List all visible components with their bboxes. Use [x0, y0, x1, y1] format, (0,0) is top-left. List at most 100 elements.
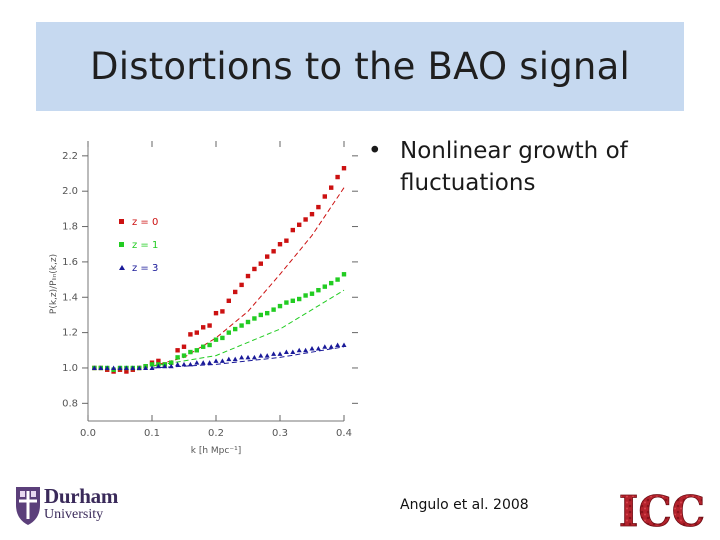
legend-label: z = 3	[132, 263, 158, 274]
data-point	[187, 361, 193, 367]
x-axis-label: k [h Mpc⁻¹]	[191, 446, 241, 456]
data-point	[149, 365, 155, 370]
data-point	[213, 310, 219, 316]
data-point	[329, 280, 334, 286]
legend-marker	[119, 242, 124, 247]
data-point	[91, 365, 97, 370]
y-tick-label: 1.0	[62, 363, 78, 374]
data-point	[207, 323, 212, 328]
title-bar: Distortions to the BAO signal	[36, 22, 684, 111]
data-point	[277, 242, 283, 247]
data-point	[220, 335, 225, 341]
icc-logo: ICC	[618, 487, 706, 532]
data-point	[322, 284, 327, 289]
y-tick-label: 2.2	[62, 151, 78, 162]
data-point	[322, 344, 328, 349]
data-point	[297, 296, 302, 302]
data-point	[322, 194, 327, 199]
legend-label: z = 0	[132, 217, 158, 228]
data-point	[290, 349, 296, 355]
data-point	[335, 174, 340, 180]
durham-subname: University	[44, 507, 104, 522]
data-point	[233, 289, 238, 295]
data-point	[245, 273, 251, 279]
data-point	[271, 249, 276, 254]
data-point	[207, 360, 213, 365]
data-point	[181, 344, 187, 349]
data-point	[155, 363, 161, 369]
data-point	[251, 354, 257, 360]
data-point	[309, 346, 315, 351]
slide-title: Distortions to the BAO signal	[90, 45, 630, 88]
data-point	[277, 351, 283, 356]
data-point	[175, 348, 180, 353]
data-point	[175, 361, 181, 367]
data-point	[111, 365, 117, 370]
bullet-list: • Nonlinear growth of fluctuations	[368, 135, 688, 199]
data-point	[284, 238, 289, 243]
data-point	[233, 326, 238, 332]
data-point	[136, 365, 142, 370]
data-point	[252, 316, 257, 321]
data-point	[226, 298, 231, 303]
x-tick-label: 0.4	[336, 428, 352, 439]
data-point	[200, 360, 206, 365]
data-point	[201, 344, 206, 349]
data-point	[277, 303, 283, 309]
x-tick-label: 0.1	[144, 428, 160, 439]
data-point	[130, 365, 136, 370]
data-point	[239, 354, 245, 360]
data-point	[143, 365, 149, 370]
data-point	[104, 365, 110, 370]
data-point	[226, 356, 232, 362]
data-point	[162, 363, 168, 369]
data-point	[181, 361, 187, 367]
data-point	[290, 227, 295, 233]
data-point	[252, 266, 257, 272]
data-point	[341, 342, 347, 347]
data-point	[258, 312, 263, 318]
data-point	[328, 344, 334, 349]
data-point	[220, 309, 225, 314]
y-tick-label: 1.2	[62, 328, 78, 339]
y-tick-label: 0.8	[62, 398, 78, 409]
citation: Angulo et al. 2008	[400, 497, 529, 513]
data-point	[303, 347, 309, 353]
data-point	[283, 349, 289, 355]
icc-logo-text: ICC	[619, 487, 706, 532]
data-point	[207, 342, 212, 348]
data-point	[290, 298, 295, 303]
data-point	[169, 360, 174, 365]
legend-label: z = 1	[132, 240, 158, 251]
data-point	[201, 325, 206, 330]
data-point	[245, 354, 251, 360]
y-tick-label: 1.4	[62, 292, 78, 303]
data-point	[149, 362, 155, 367]
data-point	[297, 222, 302, 227]
data-point	[316, 287, 321, 293]
y-tick-label: 2.0	[62, 186, 78, 197]
data-point	[239, 282, 244, 288]
chart-svg: 0.8 1.0 1.2 1.4 1.6 1.8 2.0 2.2 0.0 0.1 0.2 0.3 0.4 k…	[49, 141, 358, 456]
data-point	[226, 330, 231, 335]
data-point	[303, 217, 308, 222]
bullet-marker: •	[368, 138, 382, 164]
x-tick-label: 0.0	[80, 428, 96, 439]
data-point	[175, 355, 180, 360]
data-point	[219, 358, 225, 363]
data-point	[98, 365, 104, 370]
power-spectrum-chart: 0.8 1.0 1.2 1.4 1.6 1.8 2.0 2.2 0.0 0.1 0.2 0.3 0.4 k…	[30, 125, 370, 470]
data-point	[316, 204, 321, 210]
data-point	[188, 332, 193, 337]
data-point	[264, 353, 270, 358]
model-line-z=1	[151, 289, 345, 367]
data-point	[258, 353, 264, 358]
durham-crest-icon	[16, 487, 40, 525]
data-point	[181, 353, 187, 358]
data-point	[329, 185, 334, 190]
data-point	[309, 291, 315, 296]
data-point	[271, 351, 277, 356]
x-tick-label: 0.3	[272, 428, 288, 439]
y-axis-label: P(k,z)/Pₗᵢₙ(k,z)	[49, 254, 59, 314]
data-point	[188, 349, 193, 355]
